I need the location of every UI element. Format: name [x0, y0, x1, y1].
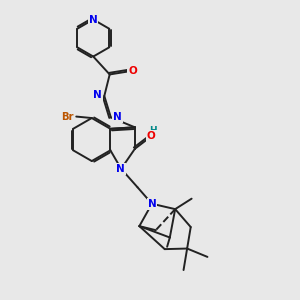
Text: N: N	[89, 14, 98, 25]
Text: H: H	[149, 126, 157, 135]
Text: O: O	[128, 67, 137, 76]
Text: Br: Br	[61, 112, 74, 122]
Text: N: N	[93, 90, 102, 100]
Text: N: N	[116, 164, 125, 174]
Text: N: N	[148, 199, 156, 209]
Text: O: O	[147, 131, 156, 141]
Text: N: N	[113, 112, 122, 122]
